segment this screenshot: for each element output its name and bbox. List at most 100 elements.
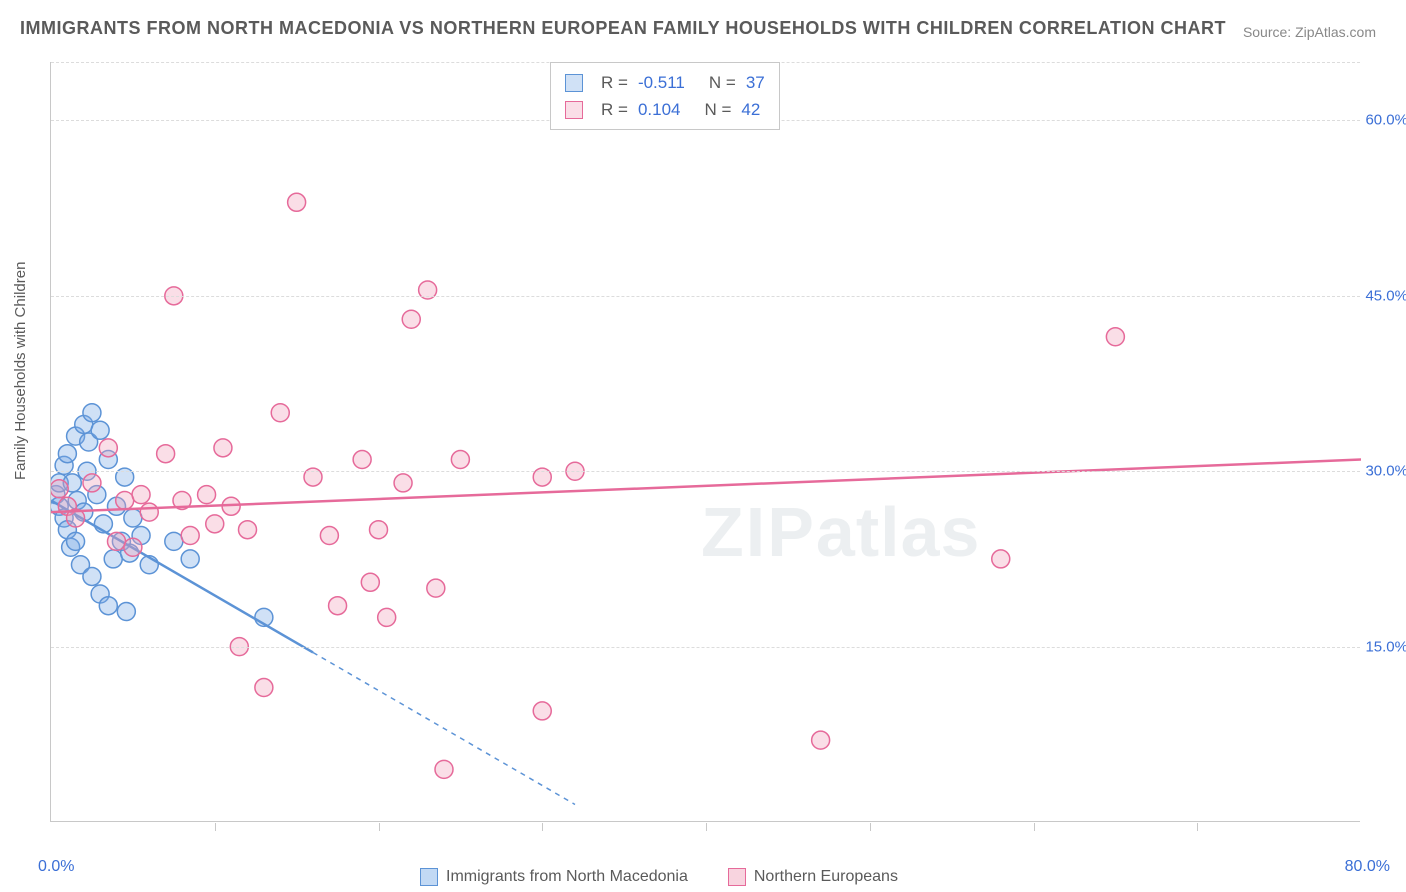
scatter-point[interactable] (124, 538, 142, 556)
scatter-point[interactable] (55, 509, 73, 527)
scatter-point[interactable] (51, 480, 68, 498)
scatter-point[interactable] (71, 556, 89, 574)
x-tick (706, 823, 707, 831)
scatter-point[interactable] (68, 491, 86, 509)
trend-line-extrapolated (313, 652, 575, 804)
scatter-point[interactable] (91, 421, 109, 439)
scatter-point[interactable] (62, 538, 80, 556)
scatter-point[interactable] (271, 404, 289, 422)
x-tick (1034, 823, 1035, 831)
scatter-point[interactable] (58, 445, 76, 463)
scatter-point[interactable] (140, 556, 158, 574)
scatter-point[interactable] (427, 579, 445, 597)
series-legend: Immigrants from North Macedonia Northern … (420, 868, 898, 886)
scatter-point[interactable] (353, 451, 371, 469)
scatter-point[interactable] (402, 310, 420, 328)
scatter-point[interactable] (58, 497, 76, 515)
n-label: N = (704, 96, 731, 123)
scatter-point[interactable] (394, 474, 412, 492)
scatter-point[interactable] (198, 486, 216, 504)
scatter-point[interactable] (116, 491, 134, 509)
legend-label: Northern Europeans (754, 868, 898, 885)
chart-container: IMMIGRANTS FROM NORTH MACEDONIA VS NORTH… (0, 0, 1406, 892)
scatter-point[interactable] (58, 521, 76, 539)
scatter-point[interactable] (255, 679, 273, 697)
legend-swatch (420, 868, 438, 886)
scatter-point[interactable] (255, 608, 273, 626)
source-label: Source: (1243, 24, 1291, 40)
chart-svg (51, 62, 1361, 822)
scatter-point[interactable] (51, 474, 68, 492)
chart-title: IMMIGRANTS FROM NORTH MACEDONIA VS NORTH… (20, 18, 1226, 39)
gridline (51, 296, 1360, 297)
scatter-point[interactable] (157, 445, 175, 463)
x-tick (542, 823, 543, 831)
scatter-point[interactable] (83, 474, 101, 492)
scatter-point[interactable] (992, 550, 1010, 568)
scatter-point[interactable] (173, 491, 191, 509)
scatter-point[interactable] (117, 603, 135, 621)
gridline (51, 471, 1360, 472)
legend-swatch (565, 74, 583, 92)
scatter-point[interactable] (181, 527, 199, 545)
scatter-point[interactable] (370, 521, 388, 539)
scatter-point[interactable] (288, 193, 306, 211)
scatter-point[interactable] (51, 497, 68, 515)
scatter-point[interactable] (51, 486, 65, 504)
legend-item: Northern Europeans (728, 868, 898, 886)
legend-item: Immigrants from North Macedonia (420, 868, 688, 886)
scatter-point[interactable] (83, 404, 101, 422)
legend-row: R = 0.104N = 42 (565, 96, 765, 123)
scatter-point[interactable] (80, 433, 98, 451)
scatter-point[interactable] (88, 486, 106, 504)
scatter-point[interactable] (99, 451, 117, 469)
scatter-point[interactable] (121, 544, 139, 562)
r-value: 0.104 (638, 96, 681, 123)
scatter-point[interactable] (361, 573, 379, 591)
r-label: R = (601, 96, 628, 123)
x-tick (870, 823, 871, 831)
source-link[interactable]: ZipAtlas.com (1295, 24, 1376, 40)
scatter-point[interactable] (124, 509, 142, 527)
scatter-point[interactable] (222, 497, 240, 515)
scatter-point[interactable] (329, 597, 347, 615)
scatter-point[interactable] (132, 486, 150, 504)
scatter-point[interactable] (67, 427, 85, 445)
scatter-point[interactable] (75, 503, 93, 521)
scatter-point[interactable] (67, 509, 85, 527)
scatter-point[interactable] (378, 608, 396, 626)
scatter-point[interactable] (67, 532, 85, 550)
y-axis-label: Family Households with Children (12, 262, 29, 480)
legend-swatch (728, 868, 746, 886)
scatter-point[interactable] (63, 474, 81, 492)
scatter-point[interactable] (435, 760, 453, 778)
scatter-point[interactable] (812, 731, 830, 749)
scatter-point[interactable] (320, 527, 338, 545)
scatter-point[interactable] (104, 550, 122, 568)
plot-area: ZIPatlas 15.0%30.0%45.0%60.0% (50, 62, 1360, 822)
scatter-point[interactable] (239, 521, 257, 539)
scatter-point[interactable] (132, 527, 150, 545)
legend-label: Immigrants from North Macedonia (446, 868, 688, 885)
scatter-point[interactable] (206, 515, 224, 533)
scatter-point[interactable] (94, 515, 112, 533)
scatter-point[interactable] (165, 532, 183, 550)
scatter-point[interactable] (108, 532, 126, 550)
scatter-point[interactable] (108, 497, 126, 515)
scatter-point[interactable] (83, 567, 101, 585)
scatter-point[interactable] (214, 439, 232, 457)
scatter-point[interactable] (181, 550, 199, 568)
scatter-point[interactable] (99, 439, 117, 457)
scatter-point[interactable] (112, 532, 130, 550)
x-axis-min: 0.0% (38, 858, 74, 876)
scatter-point[interactable] (99, 597, 117, 615)
legend-swatch (565, 101, 583, 119)
scatter-point[interactable] (140, 503, 158, 521)
scatter-point[interactable] (533, 702, 551, 720)
scatter-point[interactable] (451, 451, 469, 469)
x-tick (379, 823, 380, 831)
scatter-point[interactable] (1106, 328, 1124, 346)
source-attribution: Source: ZipAtlas.com (1243, 24, 1376, 40)
scatter-point[interactable] (91, 585, 109, 603)
scatter-point[interactable] (75, 415, 93, 433)
